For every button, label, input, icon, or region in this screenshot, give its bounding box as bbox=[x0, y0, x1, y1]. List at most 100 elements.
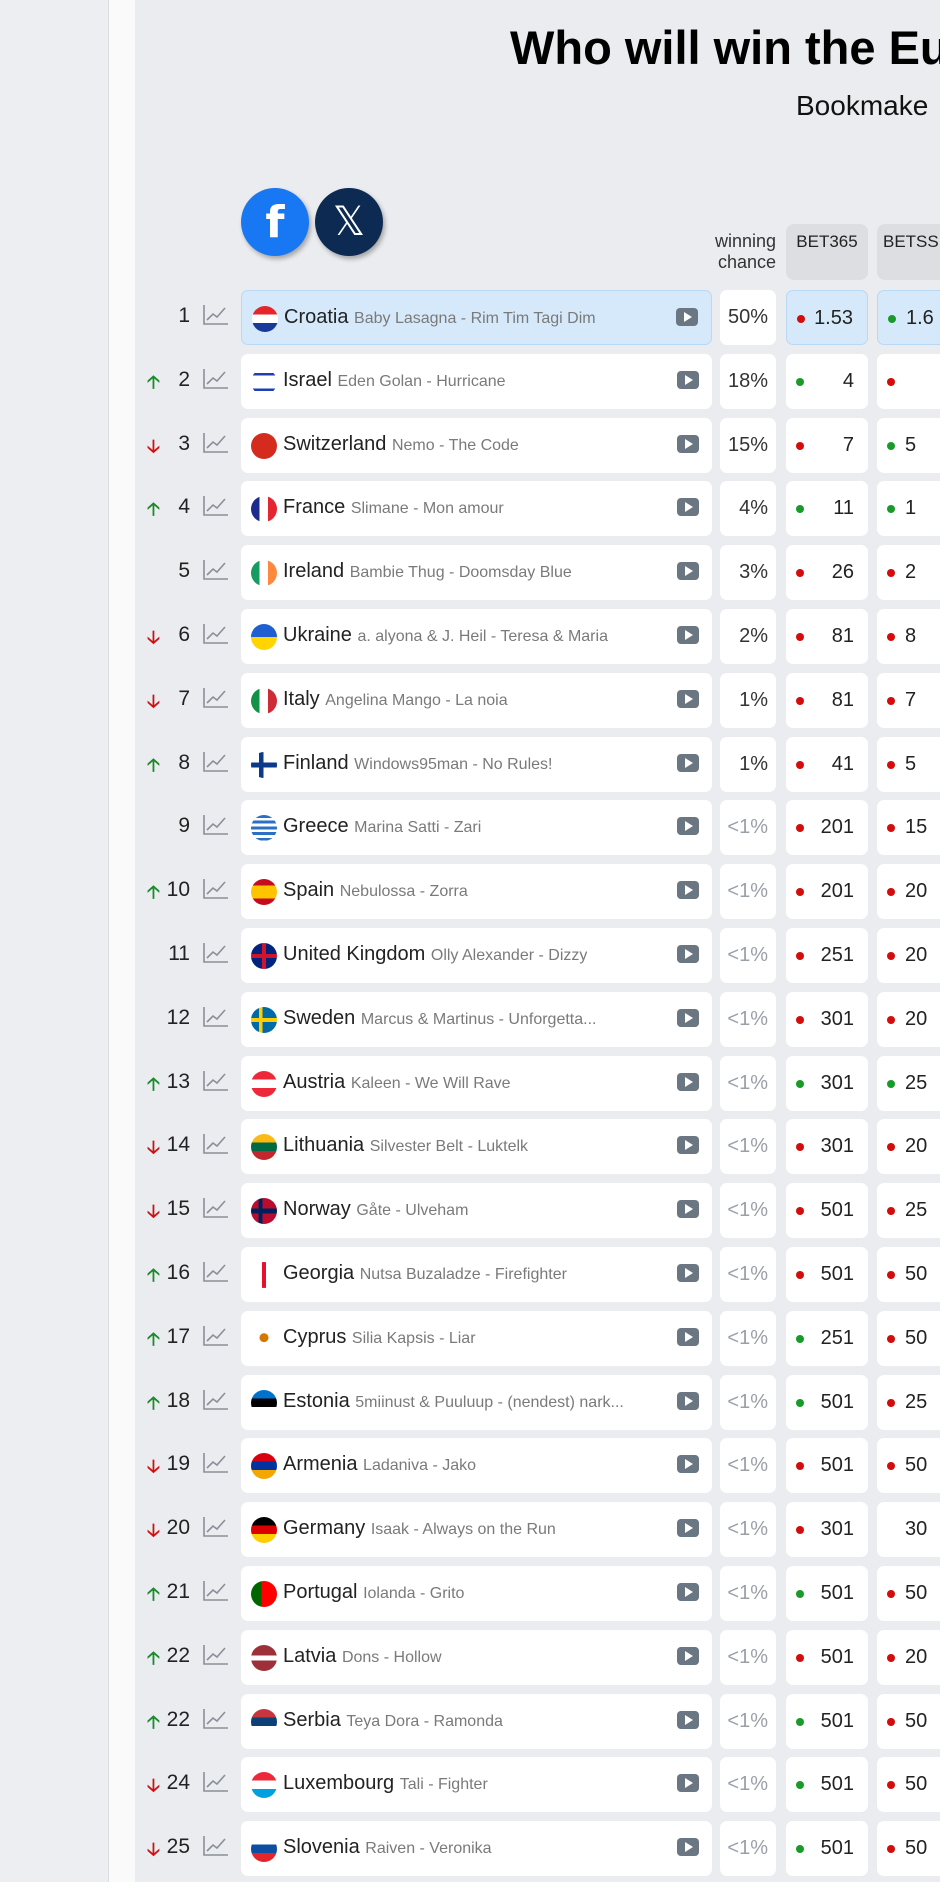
play-video-icon[interactable] bbox=[677, 1583, 699, 1601]
chart-icon[interactable] bbox=[202, 1516, 229, 1538]
chart-icon[interactable] bbox=[202, 1325, 229, 1347]
chart-icon[interactable] bbox=[202, 623, 229, 645]
entry-cell[interactable]: Switzerland Nemo - The Code bbox=[241, 417, 712, 473]
odds-cell-betss[interactable]: 20 bbox=[877, 1629, 940, 1685]
odds-cell-betss[interactable]: 20 bbox=[877, 928, 940, 983]
entry-cell[interactable]: Croatia Baby Lasagna - Rim Tim Tagi Dim bbox=[241, 290, 712, 345]
chart-icon[interactable] bbox=[202, 559, 229, 581]
odds-cell-bet365[interactable]: 301 bbox=[786, 1119, 868, 1175]
play-video-icon[interactable] bbox=[677, 562, 699, 581]
chart-icon[interactable] bbox=[202, 495, 229, 517]
play-video-icon[interactable] bbox=[677, 1391, 699, 1410]
odds-cell-betss[interactable]: 5 bbox=[877, 417, 940, 473]
chart-icon[interactable] bbox=[202, 1261, 229, 1283]
entry-cell[interactable]: Lithuania Silvester Belt - Luktelk bbox=[241, 1119, 712, 1175]
play-video-icon[interactable] bbox=[677, 1264, 699, 1282]
play-video-icon[interactable] bbox=[677, 753, 699, 772]
odds-cell-betss[interactable]: 8 bbox=[877, 609, 940, 664]
play-video-icon[interactable] bbox=[677, 817, 699, 836]
play-video-icon[interactable] bbox=[677, 881, 699, 900]
odds-cell-bet365[interactable]: 41 bbox=[786, 736, 868, 792]
odds-cell-bet365[interactable]: 501 bbox=[786, 1757, 868, 1813]
chart-icon[interactable] bbox=[202, 1133, 229, 1155]
play-video-icon[interactable] bbox=[677, 370, 699, 389]
odds-cell-betss[interactable]: 20 bbox=[877, 864, 940, 920]
odds-cell-betss[interactable] bbox=[877, 353, 940, 409]
play-video-icon[interactable] bbox=[677, 498, 699, 517]
chart-icon[interactable] bbox=[202, 1644, 229, 1666]
entry-cell[interactable]: Norway Gåte - Ulveham bbox=[241, 1183, 712, 1239]
play-video-icon[interactable] bbox=[677, 689, 699, 708]
entry-cell[interactable]: France Slimane - Mon amour bbox=[241, 481, 712, 537]
odds-cell-betss[interactable]: 15 bbox=[877, 800, 940, 856]
chart-icon[interactable] bbox=[202, 878, 229, 900]
chart-icon[interactable] bbox=[202, 814, 229, 836]
odds-cell-betss[interactable]: 20 bbox=[877, 991, 940, 1047]
play-video-icon[interactable] bbox=[677, 1200, 699, 1219]
entry-cell[interactable]: Latvia Dons - Hollow bbox=[241, 1629, 712, 1685]
play-video-icon[interactable] bbox=[677, 434, 699, 453]
chart-icon[interactable] bbox=[202, 1771, 229, 1793]
odds-cell-bet365[interactable]: 251 bbox=[786, 928, 868, 983]
entry-cell[interactable]: Finland Windows95man - No Rules! bbox=[241, 736, 712, 792]
odds-cell-bet365[interactable]: 501 bbox=[786, 1183, 868, 1239]
odds-cell-bet365[interactable]: 7 bbox=[786, 417, 868, 473]
odds-cell-bet365[interactable]: 11 bbox=[786, 481, 868, 537]
odds-cell-betss[interactable]: 2 bbox=[877, 545, 940, 601]
odds-cell-betss[interactable]: 50 bbox=[877, 1821, 940, 1877]
entry-cell[interactable]: Estonia 5miinust & Puuluup - (nendest) n… bbox=[241, 1374, 712, 1430]
odds-cell-bet365[interactable]: 301 bbox=[786, 1055, 868, 1111]
chart-icon[interactable] bbox=[202, 1835, 229, 1857]
odds-cell-bet365[interactable]: 201 bbox=[786, 864, 868, 920]
odds-cell-bet365[interactable]: 501 bbox=[786, 1374, 868, 1430]
x-share-button[interactable]: 𝕏 bbox=[315, 188, 383, 256]
entry-cell[interactable]: Serbia Teya Dora - Ramonda bbox=[241, 1693, 712, 1749]
play-video-icon[interactable] bbox=[677, 1072, 699, 1091]
entry-cell[interactable]: Italy Angelina Mango - La noia bbox=[241, 672, 712, 728]
chart-icon[interactable] bbox=[202, 687, 229, 709]
play-video-icon[interactable] bbox=[677, 1710, 699, 1729]
chart-icon[interactable] bbox=[202, 432, 229, 454]
odds-cell-bet365[interactable]: 1.53 bbox=[786, 290, 868, 345]
odds-cell-bet365[interactable]: 301 bbox=[786, 1502, 868, 1558]
play-video-icon[interactable] bbox=[676, 308, 698, 326]
chart-icon[interactable] bbox=[202, 1708, 229, 1730]
odds-cell-bet365[interactable]: 4 bbox=[786, 353, 868, 409]
chart-icon[interactable] bbox=[202, 1006, 229, 1028]
play-video-icon[interactable] bbox=[677, 1838, 699, 1857]
chart-icon[interactable] bbox=[202, 304, 229, 326]
odds-cell-bet365[interactable]: 26 bbox=[786, 545, 868, 601]
odds-cell-betss[interactable]: 25 bbox=[877, 1055, 940, 1111]
odds-cell-bet365[interactable]: 251 bbox=[786, 1310, 868, 1366]
entry-cell[interactable]: Portugal Iolanda - Grito bbox=[241, 1566, 712, 1621]
odds-cell-bet365[interactable]: 501 bbox=[786, 1438, 868, 1494]
column-header-bet365[interactable]: BET365 bbox=[786, 224, 868, 280]
odds-cell-bet365[interactable]: 501 bbox=[786, 1629, 868, 1685]
entry-cell[interactable]: Georgia Nutsa Buzaladze - Firefighter bbox=[241, 1247, 712, 1302]
odds-cell-bet365[interactable]: 501 bbox=[786, 1693, 868, 1749]
odds-cell-betss[interactable]: 50 bbox=[877, 1757, 940, 1813]
entry-cell[interactable]: Sweden Marcus & Martinus - Unforgetta... bbox=[241, 991, 712, 1047]
chart-icon[interactable] bbox=[202, 1197, 229, 1219]
odds-cell-betss[interactable]: 50 bbox=[877, 1693, 940, 1749]
chart-icon[interactable] bbox=[202, 751, 229, 773]
play-video-icon[interactable] bbox=[677, 1519, 699, 1538]
odds-cell-bet365[interactable]: 501 bbox=[786, 1821, 868, 1877]
chart-icon[interactable] bbox=[202, 1580, 229, 1602]
chart-icon[interactable] bbox=[202, 368, 229, 390]
play-video-icon[interactable] bbox=[677, 1327, 699, 1346]
play-video-icon[interactable] bbox=[677, 1646, 699, 1665]
odds-cell-betss[interactable]: 5 bbox=[877, 736, 940, 792]
facebook-share-button[interactable]: f bbox=[241, 188, 309, 256]
play-video-icon[interactable] bbox=[677, 1774, 699, 1793]
entry-cell[interactable]: Austria Kaleen - We Will Rave bbox=[241, 1055, 712, 1111]
odds-cell-betss[interactable]: 25 bbox=[877, 1374, 940, 1430]
odds-cell-bet365[interactable]: 301 bbox=[786, 991, 868, 1047]
entry-cell[interactable]: Luxembourg Tali - Fighter bbox=[241, 1757, 712, 1813]
play-video-icon[interactable] bbox=[677, 1136, 699, 1155]
odds-cell-betss[interactable]: 25 bbox=[877, 1183, 940, 1239]
entry-cell[interactable]: Greece Marina Satti - Zari bbox=[241, 800, 712, 856]
entry-cell[interactable]: Spain Nebulossa - Zorra bbox=[241, 864, 712, 920]
odds-cell-betss[interactable]: 1 bbox=[877, 481, 940, 537]
entry-cell[interactable]: Israel Eden Golan - Hurricane bbox=[241, 353, 712, 409]
